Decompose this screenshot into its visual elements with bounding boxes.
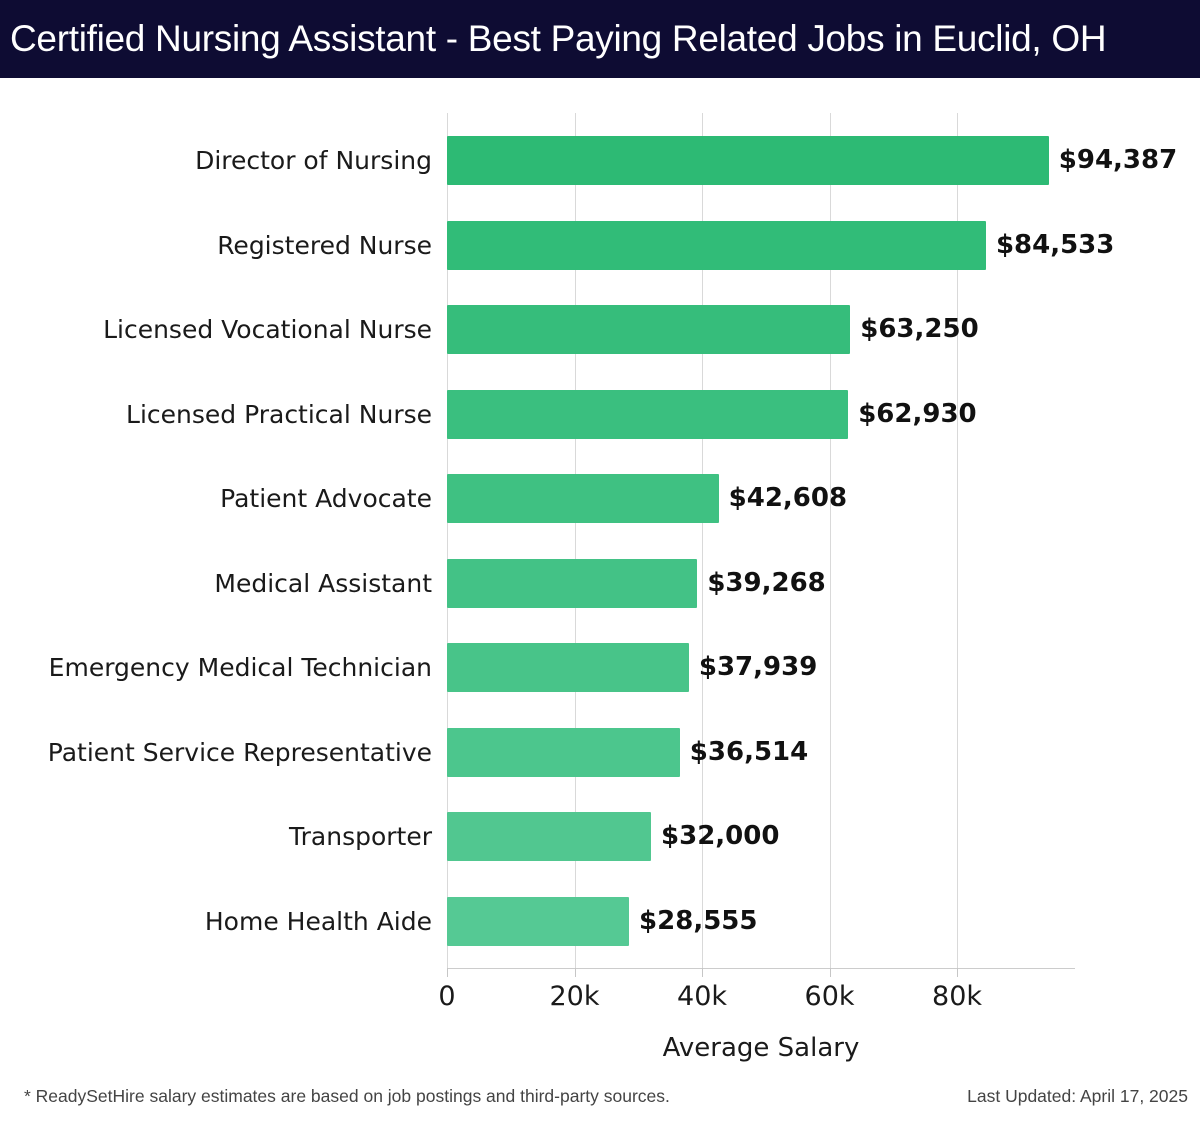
tick-mark	[957, 968, 959, 977]
footer: * ReadySetHire salary estimates are base…	[0, 1086, 1200, 1126]
bar-chart: 0 20k 40k 60k 80k Director of Nursing $94,387…	[0, 78, 1200, 1068]
bar-value-label: $28,555	[639, 905, 758, 936]
x-tick-label: 40k	[677, 981, 728, 1012]
bar-value-label: $39,268	[707, 567, 826, 598]
page-title: Certified Nursing Assistant - Best Payin…	[10, 18, 1107, 59]
x-tick-label: 20k	[549, 981, 600, 1012]
footer-disclaimer: * ReadySetHire salary estimates are base…	[24, 1086, 670, 1106]
gridline	[702, 113, 704, 968]
tick-mark	[829, 968, 831, 977]
bar-row[interactable]: Medical Assistant $39,268	[0, 558, 1200, 608]
footer-last-updated: Last Updated: April 17, 2025	[967, 1086, 1188, 1106]
bar-row[interactable]: Licensed Vocational Nurse $63,250	[0, 305, 1200, 354]
category-label: Patient Advocate	[220, 484, 432, 513]
x-tick-label: 80k	[932, 981, 983, 1012]
bar-row[interactable]: Director of Nursing $94,387	[0, 136, 1200, 185]
bar-row[interactable]: Home Health Aide $28,555	[0, 896, 1200, 946]
x-tick-label: 60k	[804, 981, 855, 1012]
bar-row[interactable]: Patient Service Representative $36,514	[0, 727, 1200, 777]
gridline	[957, 113, 959, 968]
bar-value-label: $42,608	[728, 483, 848, 513]
category-label: Director of Nursing	[195, 146, 432, 175]
category-label: Medical Assistant	[214, 568, 432, 598]
category-label: Patient Service Representative	[47, 737, 432, 767]
bar[interactable]	[447, 896, 630, 946]
bar-row[interactable]: Patient Advocate $42,608	[0, 474, 1200, 523]
category-label: Licensed Practical Nurse	[126, 399, 432, 429]
bar-row[interactable]: Licensed Practical Nurse $62,930	[0, 389, 1200, 439]
bar[interactable]	[447, 558, 698, 608]
category-label: Registered Nurse	[217, 230, 432, 260]
gridline	[447, 113, 448, 968]
category-label: Transporter	[289, 822, 432, 851]
category-label: Emergency Medical Technician	[48, 653, 432, 682]
bar-row[interactable]: Registered Nurse $84,533	[0, 220, 1200, 270]
category-label: Licensed Vocational Nurse	[103, 315, 432, 344]
bar[interactable]	[447, 220, 986, 270]
bar-row[interactable]: Emergency Medical Technician $37,939	[0, 643, 1200, 692]
bar[interactable]	[447, 643, 689, 692]
bar-value-label: $62,930	[858, 398, 977, 429]
title-banner: Certified Nursing Assistant - Best Payin…	[0, 0, 1200, 78]
bar[interactable]	[447, 305, 851, 354]
bar[interactable]	[447, 727, 680, 777]
bar-value-label: $63,250	[860, 314, 979, 344]
x-axis-line	[447, 968, 1075, 969]
category-label: Home Health Aide	[204, 906, 432, 936]
gridline	[574, 113, 576, 968]
bar[interactable]	[447, 389, 849, 439]
tick-mark	[447, 968, 448, 977]
bar-value-label: $84,533	[995, 229, 1115, 260]
bar[interactable]	[447, 474, 719, 523]
bar[interactable]	[447, 136, 1049, 185]
bar-value-label: $32,000	[661, 821, 780, 851]
tick-mark	[702, 968, 704, 977]
gridline	[829, 113, 831, 968]
bar-value-label: $36,514	[689, 736, 809, 767]
bar-value-label: $94,387	[1058, 145, 1178, 175]
bar-row[interactable]: Transporter $32,000	[0, 812, 1200, 861]
bar[interactable]	[447, 812, 652, 861]
x-axis-title: Average Salary	[662, 1033, 860, 1063]
bar-value-label: $37,939	[698, 652, 818, 682]
x-tick-label: 0	[438, 981, 456, 1012]
tick-mark	[574, 968, 576, 977]
